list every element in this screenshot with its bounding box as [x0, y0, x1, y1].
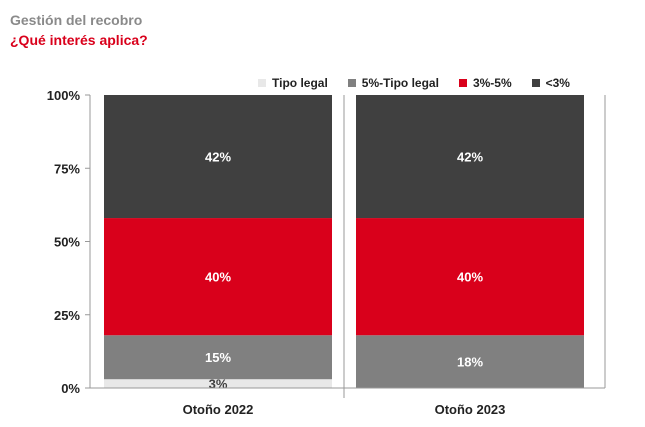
bar-segment — [356, 218, 584, 336]
legend-item-5-tipo-legal: 5%-Tipo legal — [347, 76, 439, 90]
bar-segment — [104, 218, 332, 336]
x-tick-label: Otoño 2023 — [435, 402, 506, 417]
legend-label: Tipo legal — [272, 76, 328, 90]
bar-segment — [356, 95, 584, 219]
data-label: 40% — [457, 270, 483, 285]
bar-segment — [104, 379, 332, 388]
y-tick-label: 0% — [61, 381, 80, 396]
data-label: 40% — [205, 270, 231, 285]
legend-label: 5%-Tipo legal — [361, 76, 439, 90]
legend-item-tipo-legal: Tipo legal — [258, 76, 328, 90]
y-tick-label: 75% — [54, 161, 80, 176]
data-label: 42% — [457, 150, 483, 165]
legend-item-3-5: 3%-5% — [458, 76, 512, 90]
bar-segment — [356, 335, 584, 388]
bar-segment — [104, 95, 332, 219]
data-label: 42% — [205, 150, 231, 165]
data-label: 18% — [457, 355, 483, 370]
bar-segment — [104, 335, 332, 380]
y-tick-label: 100% — [47, 88, 81, 103]
chart-title: ¿Qué interés aplica? — [10, 32, 148, 48]
legend-swatch — [458, 79, 467, 87]
chart-subtitle: Gestión del recobro — [10, 12, 143, 28]
legend-label: 3%-5% — [472, 76, 512, 90]
x-tick-label: Otoño 2022 — [183, 402, 254, 417]
legend: Tipo legal 5%-Tipo legal 3%-5% <3% — [258, 76, 570, 90]
legend-swatch — [531, 79, 540, 87]
legend-item-lt-3: <3% — [531, 76, 570, 90]
legend-swatch — [258, 79, 266, 87]
y-tick-label: 25% — [54, 308, 80, 323]
data-label: 15% — [205, 350, 231, 365]
legend-swatch — [347, 79, 356, 87]
legend-label: <3% — [545, 76, 570, 90]
chart-header: Gestión del recobro ¿Qué interés aplica? — [10, 10, 148, 50]
y-tick-label: 50% — [54, 235, 80, 250]
